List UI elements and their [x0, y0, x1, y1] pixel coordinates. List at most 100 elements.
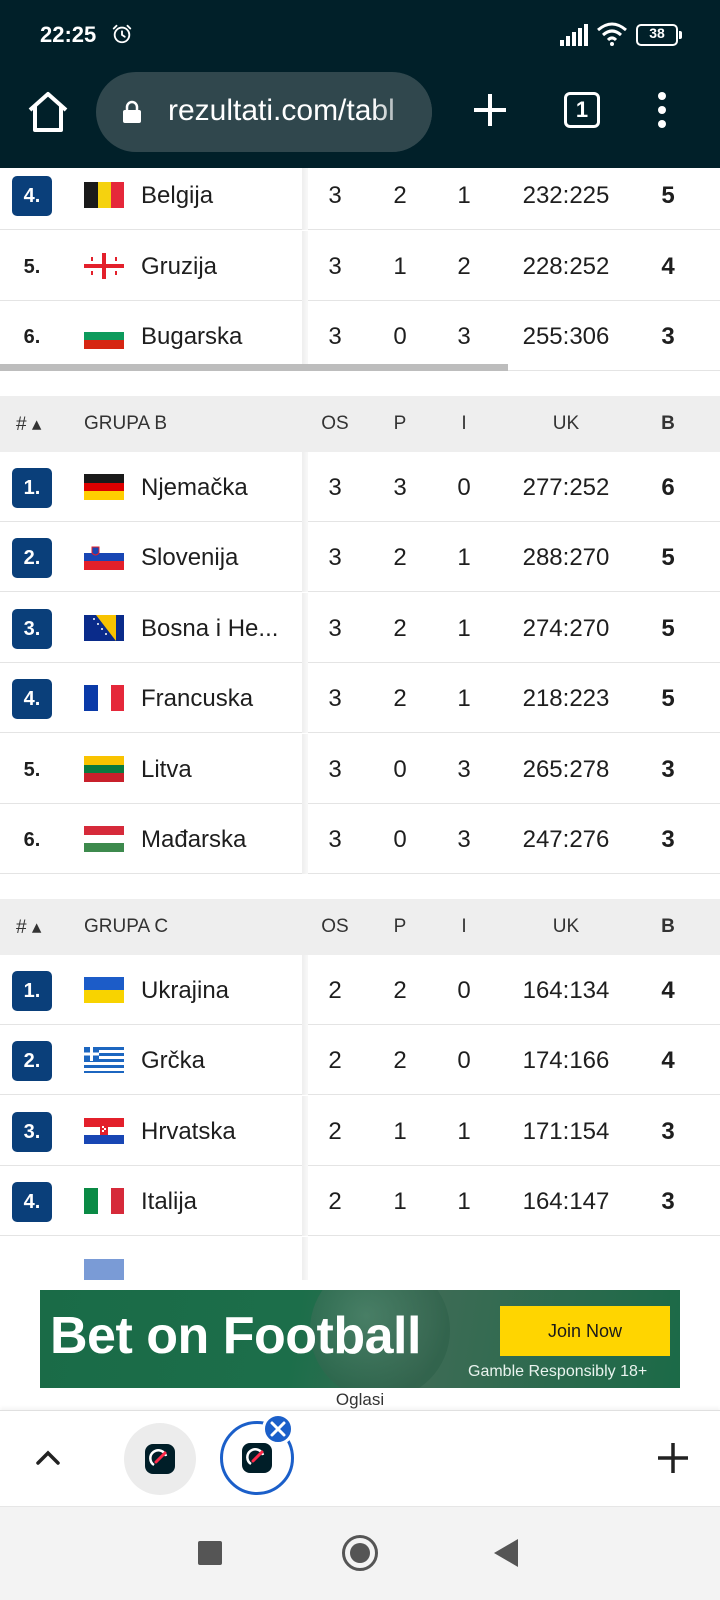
address-bar[interactable]: rezultati.com/tabl — [96, 72, 432, 152]
table-row[interactable]: 4. Italija 2 1 1 164:147 3 — [0, 1166, 720, 1236]
losses: 1 — [457, 182, 471, 209]
team-name[interactable]: Francuska — [141, 685, 254, 712]
sort-rank-button[interactable]: # ▴ — [16, 413, 42, 435]
wins: 1 — [393, 252, 407, 280]
games-played: 3 — [328, 685, 342, 712]
score-difference: 247:276 — [522, 826, 610, 853]
table-row[interactable]: 2. Slovenija 3 2 1 288:270 5 — [0, 522, 720, 592]
more-menu-icon[interactable] — [652, 90, 672, 130]
team-name[interactable]: Italija — [141, 1188, 198, 1215]
table-row[interactable]: 2. Grčka 2 2 0 174:166 4 — [0, 1025, 720, 1095]
column-header-losses[interactable]: I — [461, 412, 467, 434]
wins: 0 — [393, 826, 407, 853]
ad-label: Oglasi — [335, 1390, 385, 1409]
join-now-button[interactable]: Join Now — [500, 1306, 670, 1356]
team-name[interactable]: Bugarska — [141, 323, 243, 350]
flag-icon — [84, 755, 124, 782]
ad-headline: Bet on Football — [50, 1307, 421, 1365]
ad-banner[interactable]: Bet on Football Join Now Gamble Responsi… — [40, 1290, 680, 1388]
table-row[interactable]: 1. Ukrajina 2 2 0 164:134 4 — [0, 954, 720, 1025]
table-row[interactable]: 3. Hrvatska 2 1 1 171:154 3 — [0, 1095, 720, 1166]
score-difference: 274:270 — [522, 614, 610, 642]
chevron-up-icon[interactable] — [34, 1444, 62, 1472]
rank-badge: 2. — [12, 538, 52, 578]
team-name[interactable]: Litva — [141, 755, 192, 783]
team-name[interactable]: Bosna i He... — [141, 614, 279, 642]
back-icon[interactable] — [494, 1539, 518, 1567]
points: 5 — [661, 685, 675, 712]
sort-rank-button[interactable]: # ▴ — [16, 916, 42, 938]
table-row[interactable]: 3. Bosna i He... 3 2 1 274:270 5 — [0, 592, 720, 663]
tab-thumbnail[interactable] — [124, 1423, 196, 1495]
column-header-wins[interactable]: P — [393, 412, 407, 434]
points: 3 — [661, 826, 675, 853]
table-row[interactable]: 1. Njemačka 3 3 0 277:252 6 — [0, 451, 720, 522]
team-name[interactable]: Ukrajina — [141, 976, 230, 1004]
tab-strip — [0, 1410, 720, 1506]
points: 5 — [661, 614, 675, 642]
points: 4 — [661, 976, 675, 1004]
team-name[interactable]: Belgija — [141, 182, 214, 209]
flag-icon — [84, 1258, 124, 1280]
points: 6 — [661, 473, 675, 501]
points: 3 — [661, 1188, 675, 1215]
close-tab-icon[interactable] — [262, 1413, 294, 1445]
rank-badge: 5. — [23, 758, 41, 781]
losses: 1 — [457, 1188, 471, 1215]
site-favicon-icon — [242, 1443, 272, 1473]
games-played: 3 — [328, 755, 342, 783]
table-row[interactable]: 5. Gruzija 3 1 2 228:252 4 — [0, 230, 720, 301]
score-difference: 164:147 — [522, 1188, 610, 1215]
games-played: 3 — [328, 826, 342, 853]
group-title: GRUPA C — [84, 915, 169, 937]
column-header-points[interactable]: B — [661, 915, 675, 937]
points: 3 — [661, 1117, 675, 1145]
alarm-icon — [112, 24, 132, 44]
team-name[interactable]: Slovenija — [141, 544, 239, 571]
column-header-points[interactable]: B — [661, 412, 675, 434]
browser-toolbar: rezultati.com/tabl 1 — [0, 64, 720, 168]
table-row[interactable]: 6. Mađarska 3 0 3 247:276 3 — [0, 804, 720, 874]
rank-badge: 1. — [12, 467, 52, 508]
rank-badge: 6. — [23, 829, 41, 851]
recents-icon[interactable] — [198, 1541, 222, 1565]
battery-level: 38 — [649, 25, 665, 41]
column-header-wins[interactable]: P — [393, 915, 407, 937]
team-name[interactable]: Njemačka — [141, 473, 248, 501]
wins: 2 — [393, 614, 407, 642]
team-name[interactable]: Gruzija — [141, 252, 218, 280]
games-played: 3 — [328, 614, 342, 642]
add-tab-icon[interactable] — [656, 1441, 690, 1475]
rank-badge: 1. — [12, 970, 52, 1011]
home-nav-icon[interactable] — [342, 1535, 378, 1571]
games-played: 3 — [328, 323, 342, 350]
signal-icon — [560, 24, 588, 46]
table-row[interactable]: 4. Belgija 3 2 1 232:225 5 — [0, 168, 720, 230]
column-header-score[interactable]: UK — [552, 412, 580, 434]
column-header-played[interactable]: OS — [321, 412, 349, 434]
new-tab-icon[interactable] — [470, 90, 510, 130]
column-header-score[interactable]: UK — [552, 915, 580, 937]
team-name[interactable]: Hrvatska — [141, 1117, 236, 1145]
home-icon[interactable] — [24, 88, 72, 136]
points: 5 — [661, 544, 675, 571]
team-name[interactable]: Grčka — [141, 1047, 206, 1074]
tab-switcher-button[interactable]: 1 — [564, 92, 600, 128]
table-row[interactable]: 4. Francuska 3 2 1 218:223 5 — [0, 663, 720, 733]
score-difference: 174:166 — [522, 1047, 610, 1074]
table-row[interactable]: 6. Bugarska 3 0 3 255:306 3 — [0, 301, 720, 371]
column-header-played[interactable]: OS — [321, 915, 349, 937]
table-row[interactable] — [0, 1236, 720, 1280]
wins: 2 — [393, 976, 407, 1004]
wins: 1 — [393, 1117, 407, 1145]
losses: 1 — [457, 544, 471, 571]
rank-badge: 3. — [12, 1111, 52, 1152]
column-header-losses[interactable]: I — [461, 915, 467, 937]
horizontal-scrollbar[interactable] — [0, 364, 508, 371]
flag-icon — [84, 1047, 124, 1073]
table-row[interactable]: 5. Litva 3 0 3 265:278 3 — [0, 733, 720, 804]
wins: 0 — [393, 323, 407, 350]
flag-icon — [84, 1188, 124, 1214]
team-name[interactable]: Mađarska — [141, 826, 247, 853]
wins: 2 — [393, 1047, 407, 1074]
